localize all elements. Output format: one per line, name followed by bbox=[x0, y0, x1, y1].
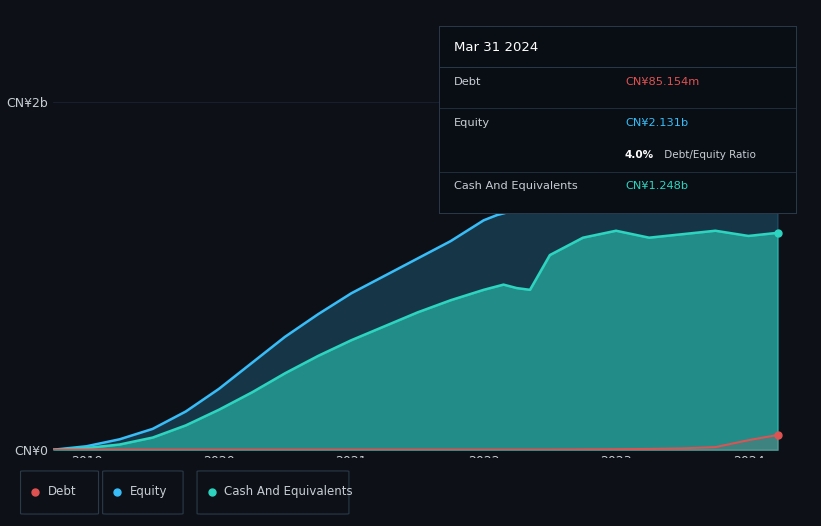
Text: Debt: Debt bbox=[48, 485, 76, 498]
Text: Debt/Equity Ratio: Debt/Equity Ratio bbox=[661, 149, 755, 159]
Text: Cash And Equivalents: Cash And Equivalents bbox=[224, 485, 353, 498]
Text: Equity: Equity bbox=[453, 118, 489, 128]
Text: Debt: Debt bbox=[453, 77, 481, 87]
Text: Mar 31 2024: Mar 31 2024 bbox=[453, 41, 538, 54]
Text: CN¥85.154m: CN¥85.154m bbox=[625, 77, 699, 87]
Text: Equity: Equity bbox=[130, 485, 167, 498]
Text: 4.0%: 4.0% bbox=[625, 149, 654, 159]
Text: CN¥1.248b: CN¥1.248b bbox=[625, 181, 688, 191]
Text: Cash And Equivalents: Cash And Equivalents bbox=[453, 181, 577, 191]
Text: CN¥2.131b: CN¥2.131b bbox=[625, 118, 688, 128]
